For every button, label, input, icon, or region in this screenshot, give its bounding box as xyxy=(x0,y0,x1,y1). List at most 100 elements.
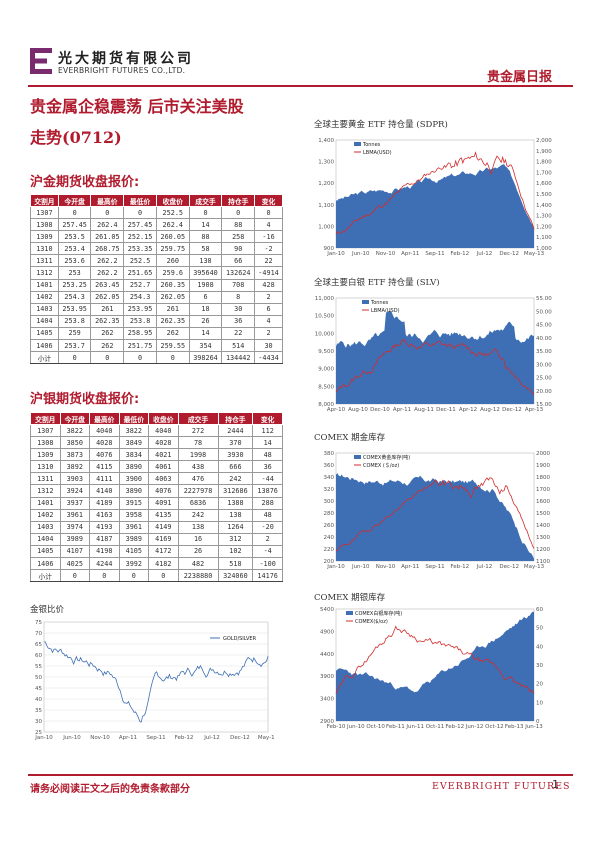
table-row: 1406 253.7 262 251.75 259.55 354 514 30 xyxy=(30,339,283,353)
table-cell: 252.5 xyxy=(123,254,157,268)
table-header-cell: 最低价 xyxy=(123,194,157,207)
table-header-cell: 今开盘 xyxy=(59,412,91,425)
table-header-cell: 持仓手 xyxy=(221,194,256,207)
holdings-area xyxy=(336,164,534,248)
table-cell: 14 xyxy=(252,436,283,450)
table-cell: 1309 xyxy=(30,448,61,462)
table-cell: 4076 xyxy=(89,448,120,462)
table-cell: 102 xyxy=(217,544,254,559)
table-cell: 1264 xyxy=(217,520,254,534)
table-cell: 1404 xyxy=(30,532,61,546)
legend-label-line: COMEX($/oz) xyxy=(355,619,388,625)
x-tick-label: Apr-11 xyxy=(401,564,419,570)
table-cell: 3822 xyxy=(118,423,150,438)
table-cell: 253.4 xyxy=(57,242,92,256)
table-cell: 262.4 xyxy=(155,218,190,232)
table-cell: 0 xyxy=(57,205,92,220)
disclaimer-link[interactable]: 请务必阅读正文之后的免责条款部分 xyxy=(30,784,190,795)
table-cell: 90 xyxy=(221,242,256,256)
table-cell: 1403 xyxy=(30,520,61,534)
x-tick-label: Apr-13 xyxy=(525,407,544,413)
y2-tick-label: 1200 xyxy=(536,547,550,553)
table-cell: 3989 xyxy=(59,532,91,546)
table-cell: 1309 xyxy=(30,230,59,244)
table-cell: 1310 xyxy=(30,242,59,256)
y2-tick-label: 1900 xyxy=(536,463,550,469)
table-cell: 2 xyxy=(254,290,283,304)
table-cell: 251.75 xyxy=(123,339,157,353)
table-cell: 0 xyxy=(90,205,125,220)
y2-tick-label: 0 xyxy=(536,719,540,725)
y2-tick-label: 1300 xyxy=(536,535,550,541)
holdings-area xyxy=(336,310,534,404)
table-cell: 253.5 xyxy=(57,230,92,244)
table-cell: 262.35 xyxy=(155,314,190,328)
x-tick-label: Jun-10 xyxy=(351,251,370,257)
y2-tick-label: 1500 xyxy=(536,511,550,517)
page-number: 1 xyxy=(552,778,559,791)
silver-table-title: 沪银期货收盘报价: xyxy=(30,392,140,407)
company-name-en: EVERBRIGHT FUTURES CO.,LTD. xyxy=(58,66,186,75)
table-cell: 58 xyxy=(188,242,223,256)
comex-gold-chart: 380 360 340 320 300 280 260 240 220 200 2000 1900 18… xyxy=(314,447,564,575)
table-cell: 3989 xyxy=(118,532,150,546)
legend-swatch-bar xyxy=(354,455,361,459)
slv-chart-title: 全球主要白银 ETF 持仓量 (SLV) xyxy=(314,278,440,288)
y2-tick-label: 1700 xyxy=(536,487,550,493)
table-cell: 254.3 xyxy=(57,290,92,304)
y2-tick-label: 50.00 xyxy=(536,309,552,315)
table-cell: 14 xyxy=(188,218,223,232)
y-tick-label: 45 xyxy=(35,686,42,692)
footer-brand: EVERBRIGHT FUTURES xyxy=(432,781,571,792)
y-tick-label: 320 xyxy=(324,487,335,493)
table-cell: 260.35 xyxy=(155,278,190,292)
y2-tick-label: 55.00 xyxy=(536,296,552,302)
table-cell: 262 xyxy=(90,326,125,341)
price-line xyxy=(335,151,535,235)
table-cell: -4434 xyxy=(254,351,283,365)
table-row: 1406 4025 4244 3992 4182 482 518 -100 xyxy=(30,557,283,571)
y-tick-label: 1,300 xyxy=(318,160,334,166)
y2-tick-label: 60 xyxy=(536,607,543,613)
table-cell: 3903 xyxy=(59,472,91,486)
table-cell: 26 xyxy=(177,544,219,559)
table-cell: 0 xyxy=(59,569,91,583)
y2-tick-label: 1,400 xyxy=(536,203,552,209)
legend-swatch-bar xyxy=(346,611,353,615)
table-cell: 1908 xyxy=(188,278,223,292)
table-cell: 257.45 xyxy=(57,218,92,232)
table-cell: 0 xyxy=(148,569,179,583)
table-cell: 708 xyxy=(221,278,256,292)
table-cell: 14 xyxy=(188,326,223,341)
table-cell: 4172 xyxy=(148,544,179,559)
table-cell: 3892 xyxy=(59,460,91,474)
x-tick-label: Aug-11 xyxy=(414,407,434,413)
table-cell: 354 xyxy=(188,339,223,353)
y2-tick-label: 30.00 xyxy=(536,362,552,368)
price-line xyxy=(335,338,535,395)
table-row: 1402 3961 4163 3958 4135 242 138 48 xyxy=(30,508,283,522)
x-tick-label: Jun-13 xyxy=(524,724,543,730)
table-cell: 3961 xyxy=(59,508,91,522)
table-cell: 6836 xyxy=(177,496,219,510)
table-cell: 259 xyxy=(57,326,92,341)
y-tick-label: 380 xyxy=(324,451,335,457)
x-tick-label: May-13 xyxy=(524,251,545,257)
x-tick-label: Jun-10 xyxy=(62,735,81,741)
table-cell: 3822 xyxy=(59,423,91,438)
table-cell: 36 xyxy=(252,460,283,474)
table-row: 小计 0 0 0 0 2238880 324060 14176 xyxy=(30,569,283,583)
y-tick-label: 25 xyxy=(35,730,42,736)
y2-tick-label: 2000 xyxy=(536,451,550,457)
table-cell: 1312 xyxy=(30,484,61,498)
legend-swatch-bar xyxy=(354,142,361,146)
table-cell: 4105 xyxy=(118,544,150,559)
table-header-cell: 持仓手 xyxy=(217,412,254,425)
table-cell: 4115 xyxy=(89,460,120,474)
y-tick-label: 50 xyxy=(35,675,42,681)
table-cell: 13876 xyxy=(252,484,283,498)
table-row: 1310 3892 4115 3890 4061 438 666 36 xyxy=(30,460,283,474)
y-tick-label: 8,500 xyxy=(318,384,334,390)
table-header-cell: 成交手 xyxy=(188,194,223,207)
table-cell: 261.05 xyxy=(90,230,125,244)
